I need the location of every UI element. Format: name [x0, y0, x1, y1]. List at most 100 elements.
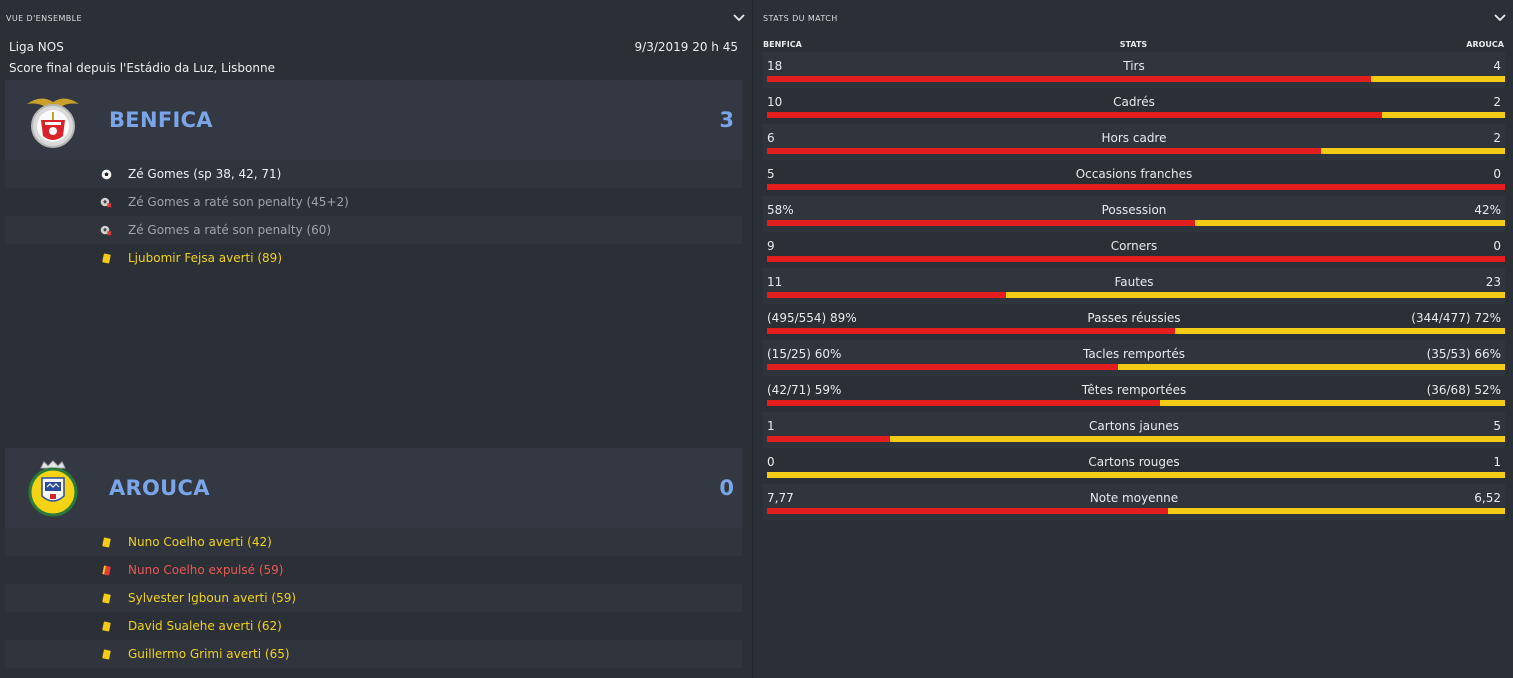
overview-panel-title: VUE D'ENSEMBLE: [6, 13, 82, 23]
stat-comparison-bar: [767, 328, 1505, 334]
stat-home-value: 5: [767, 167, 775, 181]
stat-home-value: (495/554) 89%: [767, 311, 857, 325]
stat-comparison-bar: [767, 76, 1505, 82]
home-events-empty-space: [5, 272, 742, 442]
event-row[interactable]: Nuno Coelho expulsé (59): [5, 556, 742, 584]
stat-label: Cartons rouges: [1088, 455, 1180, 469]
stat-home-bar-fill: [767, 292, 1007, 298]
stat-comparison-bar: [767, 364, 1505, 370]
away-team-block: AROUCA 0 Nuno Coelho averti (42) Nuno Coe…: [5, 448, 742, 668]
stats-panel-header: STATS DU MATCH: [753, 0, 1513, 36]
stat-label: Note moyenne: [1089, 491, 1179, 505]
stat-home-bar-fill: [767, 364, 1119, 370]
stat-label: Corners: [1110, 239, 1158, 253]
stat-comparison-bar: [767, 220, 1505, 226]
stat-comparison-bar: [767, 436, 1505, 442]
stat-comparison-bar: [767, 112, 1505, 118]
event-row[interactable]: Zé Gomes a raté son penalty (45+2): [5, 188, 742, 216]
stat-away-value: (36/68) 52%: [1426, 383, 1501, 397]
arouca-crest-icon[interactable]: [23, 458, 83, 518]
stat-label: Cadrés: [1113, 95, 1155, 109]
stat-home-value: 6: [767, 131, 775, 145]
overview-panel-header: VUE D'ENSEMBLE: [0, 0, 752, 36]
away-team-score: 0: [719, 476, 734, 500]
red-card-icon: [100, 564, 112, 576]
stat-row: 7,77 Note moyenne 6,52: [763, 484, 1505, 520]
stat-label: Tirs: [1123, 59, 1145, 73]
event-row[interactable]: David Sualehe averti (62): [5, 612, 742, 640]
home-team-score: 3: [719, 108, 734, 132]
chevron-down-icon[interactable]: [1493, 11, 1507, 25]
stat-label: Fautes: [1114, 275, 1154, 289]
stat-comparison-bar: [767, 292, 1505, 298]
stat-home-bar-fill: [767, 400, 1160, 406]
stat-away-value: (35/53) 66%: [1426, 347, 1501, 361]
missed-penalty-icon: [100, 224, 112, 236]
stat-comparison-bar: [767, 184, 1505, 190]
stat-row: 9 Corners 0: [763, 232, 1505, 268]
stat-comparison-bar: [767, 400, 1505, 406]
stat-home-value: 18: [767, 59, 783, 73]
event-text: Nuno Coelho expulsé (59): [128, 563, 284, 577]
stat-label: Cartons jaunes: [1089, 419, 1179, 433]
chevron-down-icon[interactable]: [732, 11, 746, 25]
event-row[interactable]: Sylvester Igboun averti (59): [5, 584, 742, 612]
stat-label: Passes réussies: [1087, 311, 1181, 325]
stat-row: (15/25) 60% Tacles remportés (35/53) 66%: [763, 340, 1505, 376]
stat-home-bar-fill: [767, 328, 1176, 334]
stat-row: 6 Hors cadre 2: [763, 124, 1505, 160]
away-events-list: Nuno Coelho averti (42) Nuno Coelho expul…: [5, 528, 742, 668]
yellow-card-icon: [100, 252, 112, 264]
event-row[interactable]: Zé Gomes (sp 38, 42, 71): [5, 160, 742, 188]
event-row[interactable]: Guillermo Grimi averti (65): [5, 640, 742, 668]
stat-home-value: 9: [767, 239, 775, 253]
stats-col-stats: STATS: [1119, 39, 1148, 49]
stat-row: (42/71) 59% Têtes remportées (36/68) 52%: [763, 376, 1505, 412]
stat-away-value: 4: [1493, 59, 1501, 73]
event-text: Nuno Coelho averti (42): [128, 535, 272, 549]
stat-home-bar-fill: [767, 76, 1371, 82]
stat-comparison-bar: [767, 256, 1505, 262]
yellow-card-icon: [100, 620, 112, 632]
stat-home-value: 58%: [767, 203, 794, 217]
stat-row: 58% Possession 42%: [763, 196, 1505, 232]
stat-row: 18 Tirs 4: [763, 52, 1505, 88]
match-meta: Liga NOS 9/3/2019 20 h 45 Score final de…: [0, 36, 752, 78]
away-team-name[interactable]: AROUCA: [109, 476, 210, 500]
stat-label: Occasions franches: [1075, 167, 1193, 181]
stat-label: Possession: [1101, 203, 1167, 217]
event-row[interactable]: Ljubomir Fejsa averti (89): [5, 244, 742, 272]
event-text: Zé Gomes a raté son penalty (45+2): [128, 195, 349, 209]
stat-away-value: 2: [1493, 95, 1501, 109]
stat-home-bar-fill: [767, 112, 1382, 118]
stat-home-value: 10: [767, 95, 783, 109]
competition-name[interactable]: Liga NOS: [9, 39, 64, 54]
benfica-crest-icon[interactable]: [23, 90, 83, 150]
stat-home-value: 7,77: [767, 491, 794, 505]
ball-icon: [100, 168, 112, 180]
stat-comparison-bar: [767, 472, 1505, 478]
stats-col-away: AROUCA: [1466, 39, 1504, 49]
event-row[interactable]: Nuno Coelho averti (42): [5, 528, 742, 556]
event-row[interactable]: Zé Gomes a raté son penalty (60): [5, 216, 742, 244]
home-team-header: BENFICA 3: [5, 80, 742, 160]
stat-row: 5 Occasions franches 0: [763, 160, 1505, 196]
yellow-card-icon: [100, 536, 112, 548]
stat-away-value: 1: [1493, 455, 1501, 469]
stat-home-bar-fill: [767, 436, 891, 442]
yellow-card-icon: [100, 592, 112, 604]
missed-penalty-icon: [100, 196, 112, 208]
yellow-card-icon: [100, 648, 112, 660]
stat-home-bar-fill: [767, 256, 1505, 262]
stat-home-value: (15/25) 60%: [767, 347, 842, 361]
event-text: Ljubomir Fejsa averti (89): [128, 251, 282, 265]
stat-home-bar-fill: [767, 148, 1321, 154]
stat-away-value: 0: [1493, 167, 1501, 181]
stat-row: 10 Cadrés 2: [763, 88, 1505, 124]
stat-away-value: (344/477) 72%: [1411, 311, 1501, 325]
stat-row: 1 Cartons jaunes 5: [763, 412, 1505, 448]
event-text: Zé Gomes a raté son penalty (60): [128, 223, 332, 237]
event-text: Zé Gomes (sp 38, 42, 71): [128, 167, 282, 181]
home-team-name[interactable]: BENFICA: [109, 108, 213, 132]
